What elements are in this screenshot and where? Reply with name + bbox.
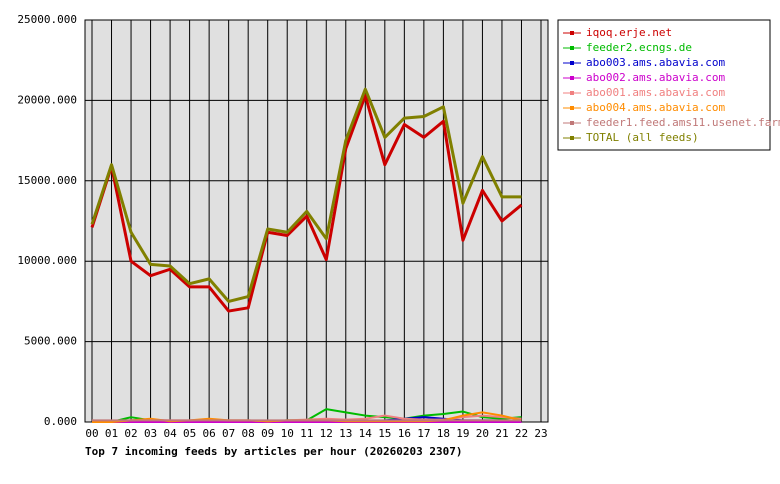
series-line — [90, 87, 522, 303]
x-tick-label: 02 — [124, 427, 137, 440]
legend-label: iqoq.erje.net — [586, 26, 672, 39]
x-tick-label: 06 — [203, 427, 216, 440]
legend-marker — [570, 136, 574, 140]
legend-label: TOTAL (all feeds) — [586, 131, 699, 144]
legend-marker — [570, 121, 574, 125]
legend-box — [557, 19, 771, 151]
x-tick-label: 21 — [495, 427, 508, 440]
x-tick-label: 10 — [281, 427, 294, 440]
chart-title: Top 7 incoming feeds by articles per hou… — [85, 445, 463, 458]
x-tick-label: 05 — [183, 427, 196, 440]
legend-label: abo002.ams.abavia.com — [586, 71, 725, 84]
x-tick-label: 20 — [476, 427, 489, 440]
x-tick-label: 08 — [242, 427, 255, 440]
plot-area — [84, 19, 549, 423]
x-tick-label: 00 — [85, 427, 98, 440]
y-tick-label: 15000.000 — [17, 174, 77, 187]
x-tick-label: 04 — [163, 427, 177, 440]
legend-label: abo001.ams.abavia.com — [586, 86, 725, 99]
x-tick-label: 18 — [437, 427, 450, 440]
x-tick-label: 13 — [339, 427, 352, 440]
x-tick-label: 14 — [359, 427, 373, 440]
legend-label: abo004.ams.abavia.com — [586, 101, 725, 114]
y-tick-label: 0.000 — [44, 415, 77, 428]
legend-marker — [570, 91, 574, 95]
x-tick-label: 11 — [300, 427, 313, 440]
x-tick-label: 23 — [534, 427, 547, 440]
x-tick-label: 19 — [456, 427, 469, 440]
y-tick-label: 20000.000 — [17, 93, 77, 106]
legend-marker — [570, 106, 574, 110]
x-tick-label: 07 — [222, 427, 235, 440]
series-line — [90, 94, 523, 313]
x-tick-label: 15 — [378, 427, 391, 440]
x-tick-label: 03 — [144, 427, 157, 440]
x-tick-label: 16 — [398, 427, 411, 440]
legend-marker — [570, 31, 574, 35]
legend-label: feeder1.feed.ams11.usenet.farm — [586, 116, 780, 129]
y-tick-label: 5000.000 — [24, 335, 77, 348]
legend-marker — [570, 76, 574, 80]
legend-marker — [570, 61, 574, 65]
x-tick-label: 17 — [417, 427, 430, 440]
x-tick-label: 09 — [261, 427, 274, 440]
x-tick-label: 22 — [515, 427, 528, 440]
x-tick-label: 12 — [320, 427, 333, 440]
legend-label: abo003.ams.abavia.com — [586, 56, 725, 69]
legend-label: feeder2.ecngs.de — [586, 41, 692, 54]
y-tick-label: 25000.000 — [17, 13, 77, 26]
legend-marker — [570, 46, 574, 50]
x-tick-label: 01 — [105, 427, 118, 440]
y-tick-label: 10000.000 — [17, 254, 77, 267]
